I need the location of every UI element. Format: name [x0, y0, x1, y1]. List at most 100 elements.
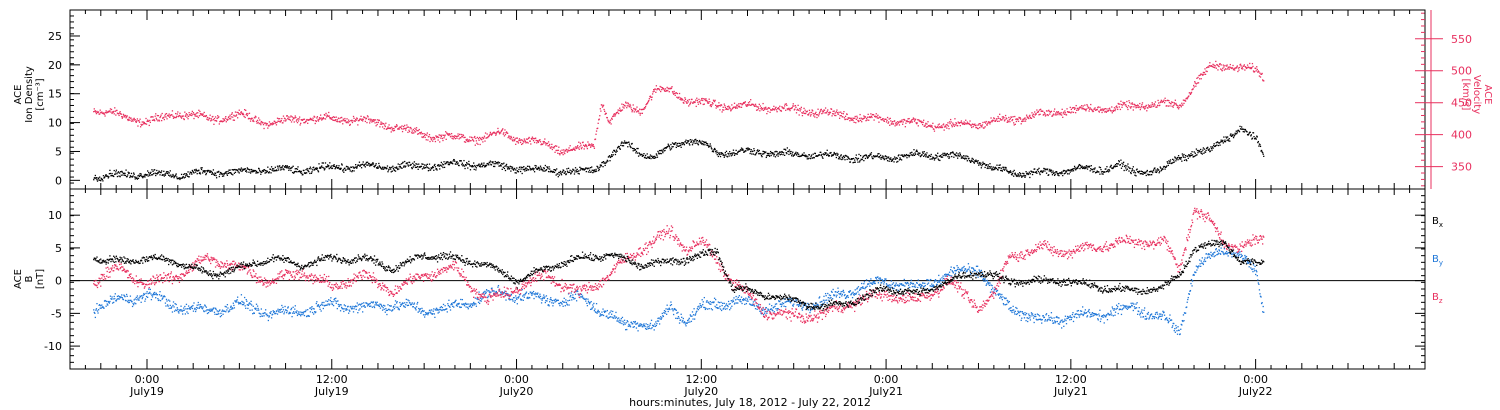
by-series-point [239, 302, 241, 304]
density-series-point [146, 170, 149, 172]
density-series-point [1090, 168, 1092, 170]
velocity-series-point [1142, 106, 1144, 108]
density-series-point [973, 162, 975, 164]
by-series-point [287, 307, 289, 309]
velocity-series-point [418, 128, 420, 131]
velocity-series-point [573, 147, 575, 149]
density-series-point [551, 170, 553, 172]
velocity-series-point [276, 117, 279, 119]
density-series-point [1210, 146, 1212, 148]
density-series-point [478, 165, 481, 168]
by-series-point [226, 309, 228, 311]
by-series-point [123, 295, 126, 297]
by-series-point [241, 303, 244, 306]
by-series-point [315, 311, 317, 313]
density-series-point [1065, 171, 1068, 173]
density-series-point [615, 149, 618, 151]
density-series-point [634, 149, 636, 152]
by-series-point [177, 308, 179, 311]
density-series-point [1073, 168, 1075, 170]
velocity-series-point [499, 132, 502, 134]
density-series-point [777, 155, 779, 157]
density-series-point [909, 154, 911, 157]
velocity-series-point [876, 117, 878, 119]
density-series-point [455, 161, 458, 164]
velocity-series-point [636, 106, 638, 108]
density-series-point [1243, 131, 1245, 133]
velocity-series-point [1013, 124, 1015, 126]
velocity-series-point [1038, 114, 1040, 116]
velocity-series-point [639, 108, 641, 110]
density-series-point [1161, 169, 1163, 171]
velocity-series-point [421, 136, 423, 138]
velocity-series-point [1261, 72, 1263, 75]
velocity-series-point [814, 112, 817, 115]
by-series-point [307, 309, 309, 311]
velocity-series-point [810, 113, 812, 116]
density-series-point [462, 164, 465, 166]
velocity-series-point [550, 147, 552, 149]
density-series-point [508, 166, 510, 168]
velocity-series-point [489, 131, 492, 134]
density-series-point [733, 154, 736, 156]
velocity-series-point [306, 118, 308, 121]
velocity-series-point [428, 135, 430, 138]
velocity-series-point [1209, 62, 1211, 64]
velocity-series-point [268, 121, 271, 123]
velocity-series-point [714, 99, 716, 102]
by-series-point [280, 311, 282, 313]
velocity-series-point [996, 120, 999, 123]
velocity-series-point [130, 120, 133, 122]
density-series [93, 125, 1265, 182]
velocity-series-point [746, 105, 748, 108]
density-series-point [193, 172, 195, 174]
density-series-point [1181, 153, 1184, 155]
velocity-series-point [716, 105, 718, 107]
density-series-point [348, 167, 350, 169]
density-series-point [1259, 145, 1262, 148]
density-series-point [1190, 154, 1193, 157]
density-series-point [981, 165, 983, 167]
density-series-point [120, 174, 122, 176]
density-series-point [180, 177, 182, 179]
density-series-point [661, 150, 663, 152]
density-series-point [739, 150, 741, 152]
velocity-series-point [1250, 66, 1252, 69]
velocity-series-point [201, 114, 204, 116]
velocity-series-point [954, 118, 956, 120]
density-series-point [295, 168, 298, 170]
density-series-point [230, 172, 232, 175]
density-series-point [1086, 166, 1088, 168]
velocity-series-point [523, 141, 525, 143]
density-series-point [156, 169, 158, 172]
density-series-point [730, 155, 732, 157]
velocity-series-point [988, 121, 990, 123]
density-series-point [322, 162, 324, 164]
density-series-point [387, 169, 390, 171]
velocity-series-point [734, 106, 736, 108]
velocity-series-point [612, 115, 614, 117]
velocity-series-point [619, 109, 621, 111]
velocity-series-point [508, 135, 510, 137]
density-series-point [921, 151, 924, 153]
velocity-series-point [896, 124, 898, 126]
velocity-series-point [1253, 70, 1256, 73]
density-series-point [514, 172, 516, 174]
density-series-point [1093, 170, 1095, 173]
velocity-series-point [762, 109, 765, 112]
velocity-series-point [463, 141, 466, 143]
velocity-series-point [142, 123, 144, 126]
by-series-point [159, 291, 161, 293]
by-series-point [231, 308, 233, 310]
density-series-point [607, 160, 609, 162]
velocity-series-point [976, 124, 978, 126]
density-series-point [805, 154, 807, 156]
density-series-point [769, 152, 771, 155]
density-series-point [427, 170, 430, 172]
velocity-series-point [316, 116, 319, 118]
velocity-series-point [686, 102, 688, 104]
density-series-point [353, 167, 356, 169]
density-series-point [737, 151, 739, 154]
velocity-series-point [438, 134, 440, 136]
velocity-series-point [761, 107, 764, 110]
